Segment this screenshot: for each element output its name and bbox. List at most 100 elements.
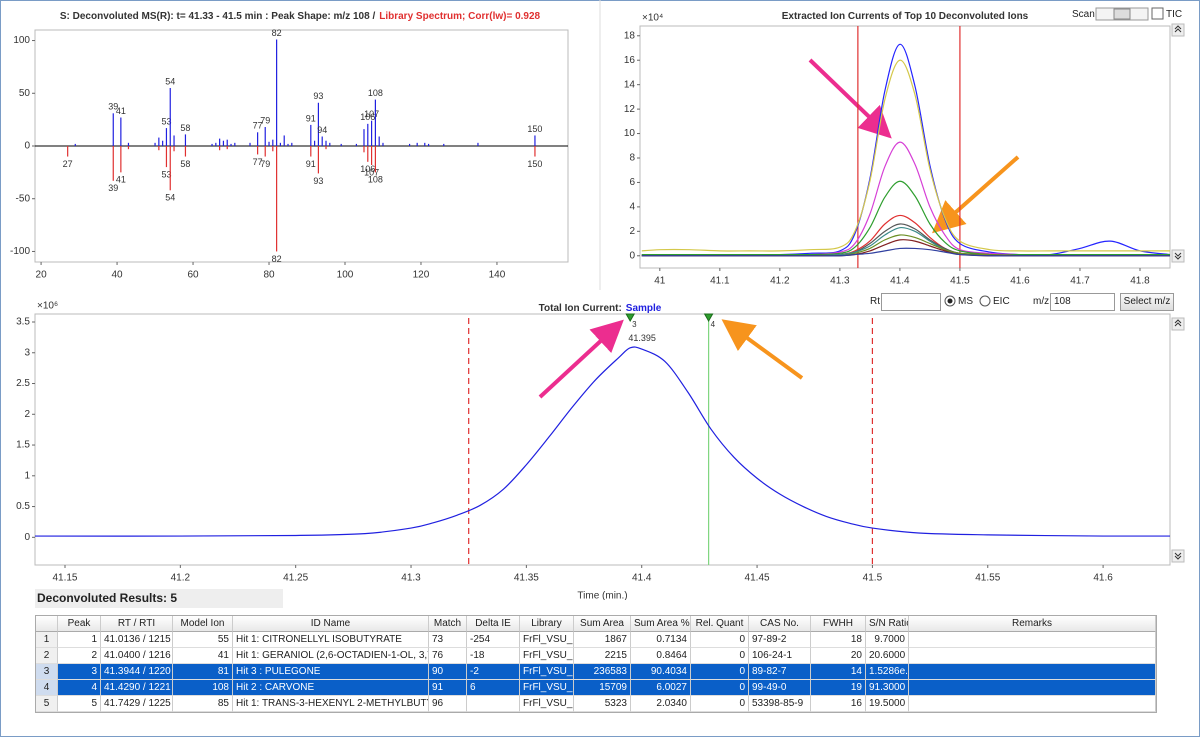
rt-input[interactable] <box>881 293 941 311</box>
row-number: 1 <box>36 632 58 648</box>
result-cell: 6.0027 <box>631 680 691 696</box>
y-tick-label: 0.5 <box>16 501 30 512</box>
pink-arrow <box>538 319 624 399</box>
plot-frame <box>639 25 1171 269</box>
result-cell: 4 <box>58 680 101 696</box>
mz-label: m/z <box>1033 296 1050 307</box>
scroll-up-button[interactable] <box>1171 23 1185 37</box>
x-tick-label: 20 <box>36 270 48 281</box>
y-tick-label: 0 <box>24 532 30 543</box>
plots: S: Deconvoluted MS(R): t= 41.33 - 41.5 m… <box>10 0 1185 600</box>
x-tick-label: 41.55 <box>975 573 1000 584</box>
result-row[interactable]: 3 3 41.3944 / 1220 81 Hit 3 : PULEGONE 90 -2 Fr… <box>36 664 1156 680</box>
tic-label: TIC <box>1166 9 1183 20</box>
peak-label: 41 <box>116 175 126 185</box>
peak-label: 93 <box>313 176 323 186</box>
peak-label: 54 <box>165 193 175 203</box>
result-cell: 9.7000 <box>866 632 909 648</box>
result-cell: 97-89-2 <box>749 632 811 648</box>
result-cell: 5323 <box>574 696 631 712</box>
result-cell: Hit 1: CITRONELLYL ISOBUTYRATE <box>233 632 429 648</box>
result-cell <box>467 696 520 712</box>
mz-input[interactable]: 108 <box>1050 293 1115 311</box>
x-tick-label: 41.35 <box>514 573 539 584</box>
x-tick-label: 41.4 <box>632 573 652 584</box>
highlight-arrows <box>538 58 1020 399</box>
column-header: Remarks <box>909 616 1156 632</box>
result-cell: 6 <box>467 680 520 696</box>
header-row: Peak RT / RTI Model Ion ID Name Match Delta I… <box>36 616 1156 632</box>
x-tick-label: 41.5 <box>950 276 970 287</box>
ion-trace <box>641 247 1170 257</box>
result-cell: 2.0340 <box>631 696 691 712</box>
orange-arrow <box>932 155 1020 234</box>
result-row[interactable]: 2 2 41.0400 / 1216 41 Hit 1: GERANIOL (2,6-O… <box>36 648 1156 664</box>
result-cell: -2 <box>467 664 520 680</box>
x-tick-label: 41.1 <box>710 276 730 287</box>
result-cell: 19 <box>811 680 866 696</box>
peak-marker-label: 4 <box>711 320 716 329</box>
y-tick-label: 2.5 <box>16 378 30 389</box>
column-header: ID Name <box>233 616 429 632</box>
result-cell: -18 <box>467 648 520 664</box>
column-header: Sum Area <box>574 616 631 632</box>
result-cell: 81 <box>173 664 233 680</box>
peak-label: 82 <box>272 28 282 38</box>
scroll-up-button[interactable] <box>1171 317 1185 331</box>
result-row[interactable]: 5 5 41.7429 / 1225 85 Hit 1: TRANS-3-HEXENYL… <box>36 696 1156 712</box>
x-tick-label: 41.45 <box>745 573 770 584</box>
select-mz-button[interactable]: Select m/z <box>1120 293 1174 311</box>
column-header: S/N Ratio <box>866 616 909 632</box>
remarks-cell <box>909 648 1156 664</box>
peak-label: 58 <box>180 123 190 133</box>
peak-label: 108 <box>368 175 383 185</box>
x-tick-label: 41.15 <box>52 573 77 584</box>
peak-label: 94 <box>317 125 327 135</box>
result-cell: 41.0136 / 1215 <box>101 632 173 648</box>
panel-chrome <box>599 0 1185 563</box>
column-header: Library <box>520 616 574 632</box>
y-tick-label: 16 <box>624 55 636 66</box>
result-cell: 41 <box>173 648 233 664</box>
result-cell: 90 <box>429 664 467 680</box>
result-cell: 108 <box>173 680 233 696</box>
result-cell: 14 <box>811 664 866 680</box>
peak-label: 77 <box>253 121 263 131</box>
tic-checkbox[interactable] <box>1151 7 1164 20</box>
peak-label: 27 <box>63 159 73 169</box>
scroll-down-icon <box>1174 252 1182 260</box>
peak-label: 106 <box>360 112 375 122</box>
y-tick-label: 4 <box>629 202 635 213</box>
y-multiplier: ×10⁴ <box>642 13 663 24</box>
y-tick-label: 50 <box>19 88 31 99</box>
y-tick-label: 8 <box>629 153 635 164</box>
result-cell: 90.4034 <box>631 664 691 680</box>
row-number: 3 <box>36 664 58 680</box>
result-row[interactable]: 1 1 41.0136 / 1215 55 Hit 1: CITRONELLYL ISO… <box>36 632 1156 648</box>
peak-label: 93 <box>313 91 323 101</box>
result-cell: 96 <box>429 696 467 712</box>
scan-slider-thumb[interactable] <box>1113 8 1131 20</box>
y-tick-label: 1 <box>24 470 30 481</box>
result-cell: Hit 3 : PULEGONE <box>233 664 429 680</box>
title-text: Extracted Ion Currents of Top 10 Deconvo… <box>782 11 1029 22</box>
result-cell: 0 <box>691 680 749 696</box>
result-cell: 89-82-7 <box>749 664 811 680</box>
peak-label: 107 <box>364 167 379 177</box>
result-cell: 3 <box>58 664 101 680</box>
results-table: Peak RT / RTI Model Ion ID Name Match Delta I… <box>35 615 1157 713</box>
x-tick-label: 41.2 <box>171 573 191 584</box>
peak-label: 91 <box>306 159 316 169</box>
result-cell: FrFl_VSU_B <box>520 632 574 648</box>
peak-rt-label: 41.395 <box>628 333 656 343</box>
x-tick-label: 60 <box>187 270 199 281</box>
peak-marker <box>703 313 714 323</box>
x-tick-label: 120 <box>413 270 430 281</box>
peak-marker-label: 3 <box>632 320 637 329</box>
ms-label: MS <box>958 296 973 307</box>
peak-label: 79 <box>260 115 270 125</box>
result-row[interactable]: 4 4 41.4290 / 1221 108 Hit 2 : CARVONE 91 6 FrF… <box>36 680 1156 696</box>
result-cell: 106-24-1 <box>749 648 811 664</box>
result-cell: FrFl_VSU_B <box>520 680 574 696</box>
ion-trace <box>641 180 1170 256</box>
